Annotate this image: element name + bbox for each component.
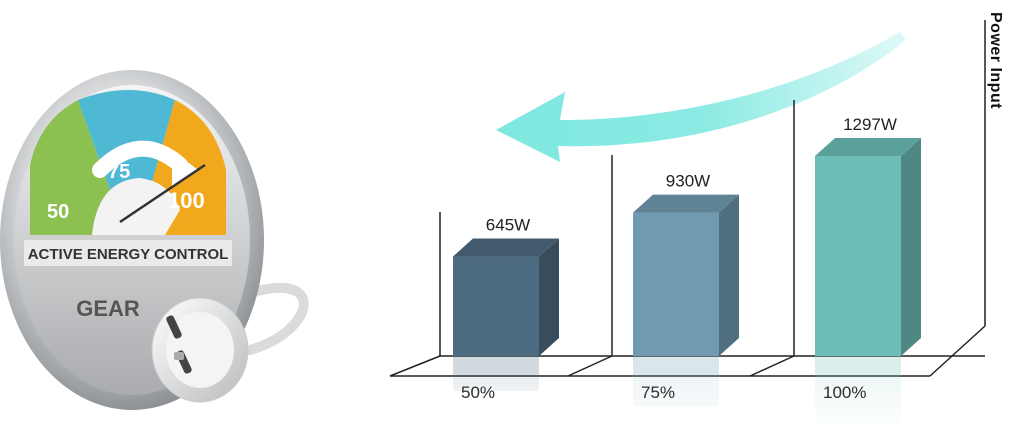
bar-top-0	[453, 238, 559, 257]
bar-chart: 645W50%930W75%1297W100%50%75%100%	[389, 20, 986, 431]
gauge-label-band	[24, 240, 232, 266]
floor-edge-2	[749, 355, 795, 377]
bar-top-1	[633, 194, 739, 213]
power-plug	[151, 297, 249, 403]
floor-edge-0	[389, 355, 441, 377]
floor-edge-1	[567, 355, 613, 377]
y-axis-label: Power Input	[987, 12, 1004, 110]
category-label-front-0: 50%	[461, 383, 495, 402]
gauge-mark-50: 50	[47, 201, 69, 223]
gauge-dial-arrow-head	[172, 150, 198, 188]
bar-value-label-1: 930W	[666, 172, 710, 191]
energy-gauge: 50 75 100 ACTIVE ENERGY CONTROL GEAR	[0, 70, 309, 410]
category-label-front-1: 75%	[641, 383, 675, 402]
gauge-needle	[119, 163, 206, 224]
power-cord	[225, 283, 309, 355]
bar-side-2	[901, 138, 921, 356]
bar-2	[815, 156, 901, 356]
bar-side-1	[719, 194, 739, 356]
bar-1	[633, 212, 719, 356]
bar-0	[453, 256, 539, 356]
bar-top-2	[815, 138, 921, 156]
gauge-label: ACTIVE ENERGY CONTROL	[28, 246, 229, 263]
gauge-mark-100: 100	[168, 188, 205, 213]
category-label-front-2: 100%	[823, 383, 866, 402]
gauge-brand: GEAR	[76, 296, 140, 321]
decrease-arrow	[496, 32, 906, 162]
floor-edge-3	[929, 325, 986, 377]
bar-value-label-0: 645W	[486, 216, 530, 235]
gauge-center	[92, 178, 180, 235]
y-axis-label-box: Power Input	[986, 12, 1006, 142]
bar-side-0	[539, 238, 559, 356]
bar-value-label-2: 1297W	[843, 115, 897, 134]
gauge-mark-75: 75	[108, 161, 130, 183]
reflection-fade	[390, 377, 950, 431]
